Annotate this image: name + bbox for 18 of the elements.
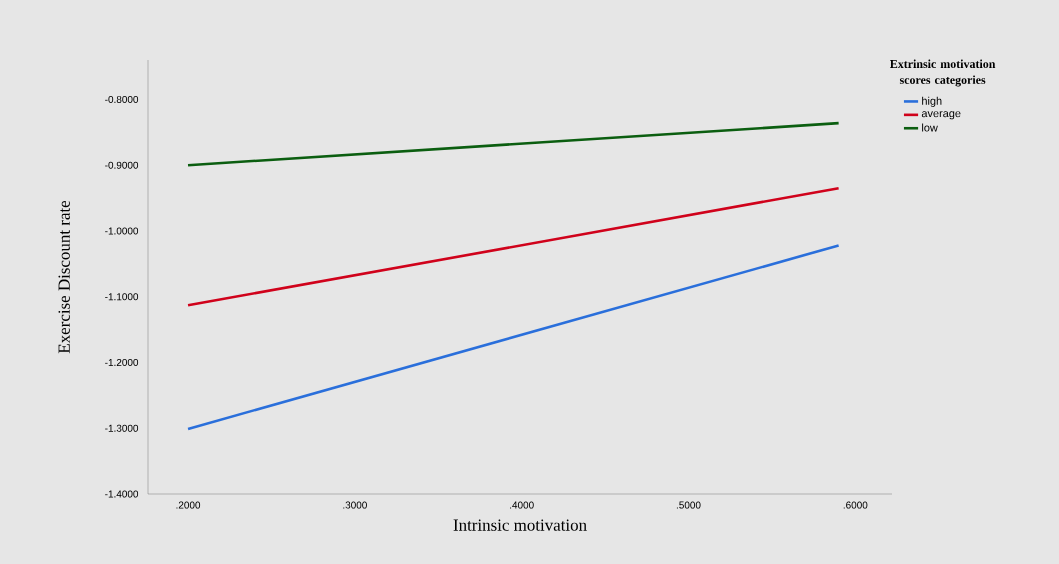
x-tick-label: .6000: [843, 501, 868, 509]
y-tick-label: -0.8000: [105, 95, 139, 103]
x-tick-label: .5000: [676, 501, 701, 509]
x-axis-title: Intrinsic motivation: [453, 519, 587, 531]
y-tick-label: -1.0000: [105, 227, 139, 235]
legend-title: Extrinsic motivation scores categories: [890, 59, 996, 87]
legend-label: high: [922, 96, 942, 107]
x-tick-label: .2000: [176, 501, 201, 509]
y-tick-label: -1.3000: [105, 424, 139, 432]
y-tick-label: -1.4000: [105, 490, 139, 498]
legend-label: average: [921, 111, 961, 120]
x-tick-label: .4000: [510, 501, 534, 509]
y-tick-label: -1.2000: [105, 358, 139, 367]
legend-label: low: [922, 123, 938, 132]
x-tick-label: .3000: [343, 501, 367, 509]
y-axis-title: Exercise Discount rate: [58, 200, 70, 354]
y-tick-label: -1.1000: [105, 293, 139, 301]
y-tick-label: -0.9000: [105, 161, 139, 169]
